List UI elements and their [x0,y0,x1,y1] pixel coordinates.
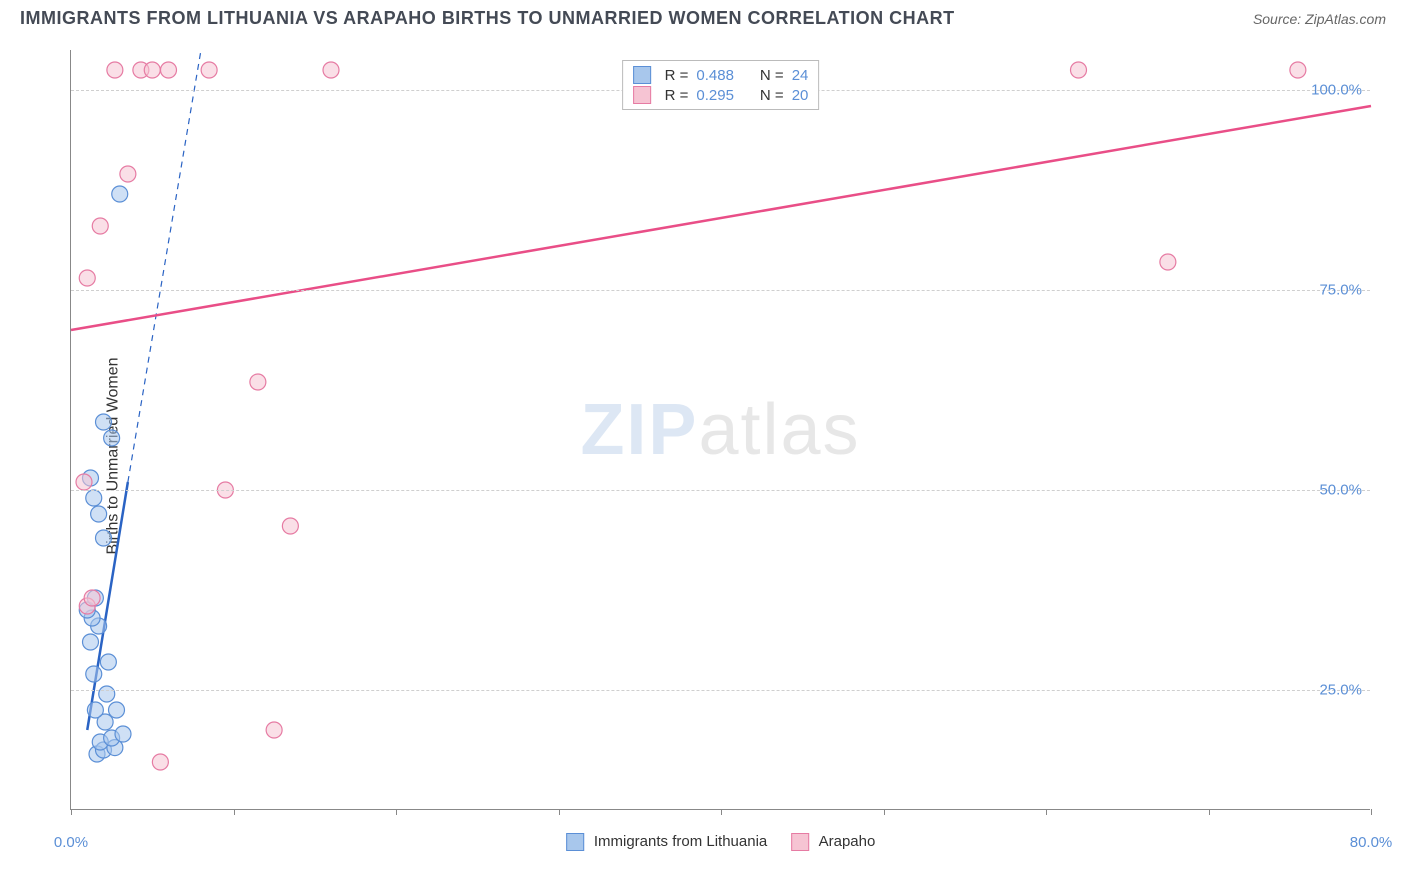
y-tick-label: 100.0% [1311,82,1362,99]
data-point [323,62,339,78]
data-point [1071,62,1087,78]
x-tick [396,809,397,815]
x-tick [721,809,722,815]
legend-label-2: Arapaho [819,833,876,850]
x-tick [234,809,235,815]
data-point [87,702,103,718]
x-tick [1046,809,1047,815]
data-point [250,374,266,390]
x-tick-label: 80.0% [1350,834,1393,851]
series-legend: Immigrants from Lithuania Arapaho [566,833,876,851]
n-value-1: 24 [792,67,809,84]
legend-swatch-1 [566,833,584,851]
stats-legend: R = 0.488 N = 24 R = 0.295 N = 20 [622,60,820,110]
r-label-2: R = [665,87,689,104]
n-label-2: N = [760,87,784,104]
gridline-h [71,690,1370,691]
fit-line [71,106,1371,330]
data-point [1160,254,1176,270]
y-tick-label: 75.0% [1319,282,1362,299]
data-point [266,722,282,738]
data-point [120,166,136,182]
chart-header: IMMIGRANTS FROM LITHUANIA VS ARAPAHO BIR… [0,0,1406,33]
r-value-2: 0.295 [696,87,734,104]
data-point [100,654,116,670]
data-point [83,634,99,650]
data-point [152,754,168,770]
chart-title: IMMIGRANTS FROM LITHUANIA VS ARAPAHO BIR… [20,8,955,29]
swatch-series2 [633,86,651,104]
data-point [161,62,177,78]
data-point [109,702,125,718]
data-point [1290,62,1306,78]
legend-swatch-2 [791,833,809,851]
gridline-h [71,490,1370,491]
chart-container: Births to Unmarried Women ZIPatlas R = 0… [20,40,1386,872]
data-point [115,726,131,742]
y-tick-label: 50.0% [1319,482,1362,499]
x-tick [1209,809,1210,815]
legend-item-2: Arapaho [791,833,875,851]
stats-row-series1: R = 0.488 N = 24 [633,65,809,85]
data-point [96,414,112,430]
legend-label-1: Immigrants from Lithuania [594,833,767,850]
chart-source: Source: ZipAtlas.com [1253,11,1386,27]
data-point [76,474,92,490]
r-label-1: R = [665,67,689,84]
x-tick [884,809,885,815]
plot-svg [71,50,1370,809]
x-tick [71,809,72,815]
data-point [96,530,112,546]
gridline-h [71,290,1370,291]
data-point [84,590,100,606]
data-point [92,218,108,234]
y-tick-label: 25.0% [1319,682,1362,699]
data-point [91,506,107,522]
n-label-1: N = [760,67,784,84]
x-tick [559,809,560,815]
data-point [104,430,120,446]
data-point [144,62,160,78]
data-point [282,518,298,534]
r-value-1: 0.488 [696,67,734,84]
n-value-2: 20 [792,87,809,104]
data-point [86,666,102,682]
data-point [112,186,128,202]
data-point [201,62,217,78]
data-point [107,62,123,78]
data-point [99,686,115,702]
swatch-series1 [633,66,651,84]
fit-line-extension [128,50,201,482]
data-point [86,490,102,506]
plot-area: ZIPatlas R = 0.488 N = 24 R = 0.295 N = … [70,50,1370,810]
stats-row-series2: R = 0.295 N = 20 [633,85,809,105]
x-tick [1371,809,1372,815]
legend-item-1: Immigrants from Lithuania [566,833,768,851]
data-point [79,270,95,286]
x-tick-label: 0.0% [54,834,88,851]
